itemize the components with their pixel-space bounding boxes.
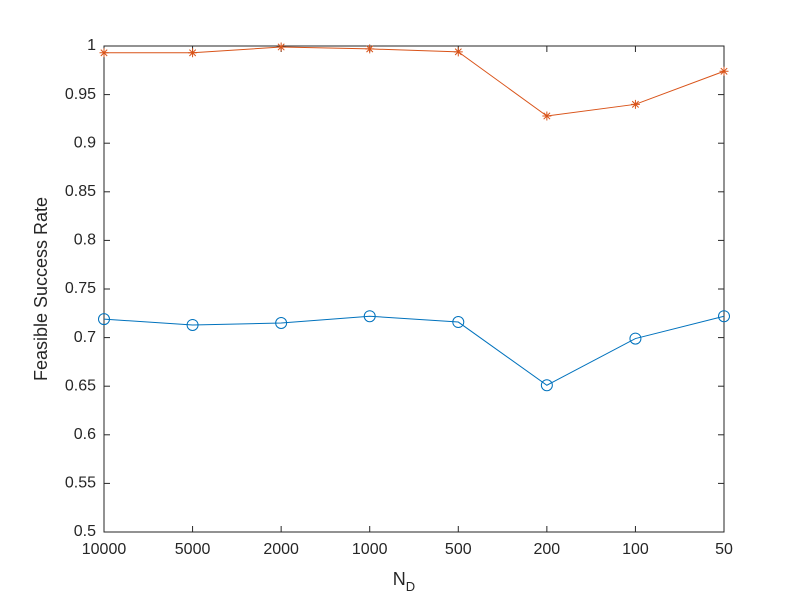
marker [98, 313, 110, 326]
y-tick-label: 0.5 [74, 523, 96, 540]
y-tick-label: 0.7 [74, 329, 96, 346]
marker [363, 310, 376, 323]
series-line [104, 46, 725, 117]
marker [718, 310, 730, 323]
x-tick-label: 100 [622, 541, 649, 558]
x-tick-label: 500 [445, 541, 472, 558]
marker [719, 66, 729, 76]
marker [452, 316, 465, 329]
marker [542, 111, 552, 121]
y-tick-label: 0.6 [74, 426, 96, 443]
x-tick-label: 1000 [352, 541, 388, 558]
x-tick-label: 50 [715, 541, 733, 558]
y-tick-label: 0.55 [65, 475, 96, 492]
x-tick-label: 200 [534, 541, 561, 558]
marker [276, 42, 286, 52]
marker [540, 379, 553, 392]
marker [453, 47, 463, 57]
x-tick-label: 2000 [263, 541, 299, 558]
marker [365, 44, 375, 54]
y-tick-label: 1 [87, 37, 96, 54]
x-axis-label: ND [393, 569, 415, 595]
marker [630, 99, 640, 109]
y-tick-label: 0.75 [65, 280, 96, 297]
marker [186, 318, 199, 331]
x-tick-label: 5000 [175, 541, 211, 558]
y-tick-label: 0.9 [74, 134, 96, 151]
marker [629, 332, 642, 345]
y-tick-label: 0.85 [65, 183, 96, 200]
x-tick-label: 10000 [82, 541, 127, 558]
marker [99, 48, 109, 58]
y-tick-label: 0.65 [65, 377, 96, 394]
x-axis-label-main: N [393, 569, 406, 589]
series-line [103, 315, 725, 386]
x-axis-label-subscript: D [406, 579, 415, 594]
marker [188, 48, 198, 58]
y-tick-label: 0.95 [65, 86, 96, 103]
marker [275, 317, 288, 330]
y-tick-label: 0.8 [74, 232, 96, 249]
y-axis-label: Feasible Success Rate [31, 197, 51, 381]
